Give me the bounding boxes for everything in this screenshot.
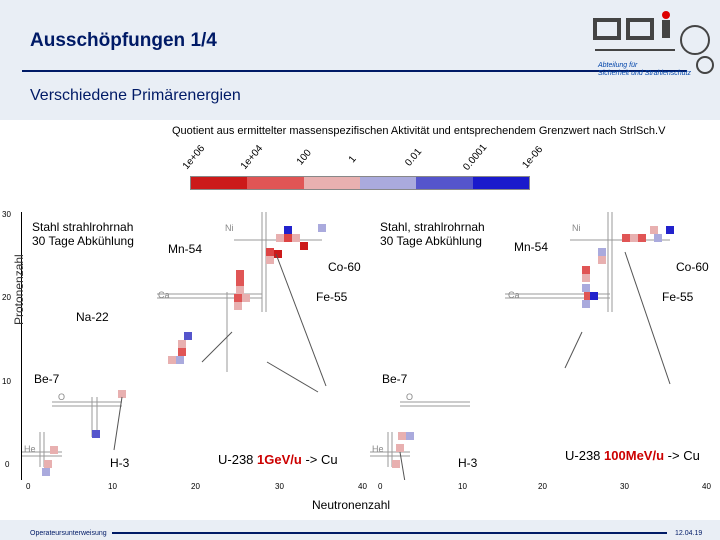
x-tick-label: 30 [620,482,629,491]
isotope-label: Be-7 [382,372,408,386]
left-note-line1: Stahl strahlrohrnah [32,220,134,234]
config-target: -> Cu [305,452,338,467]
isotope-label: Co-60 [328,260,361,274]
x-tick-label: 20 [538,482,547,491]
element-label: Ca [508,290,520,300]
right-nuclide-chart [370,212,674,480]
element-label: He [24,444,36,454]
element-label: Ca [158,290,170,300]
left-nuclide-chart [22,212,327,476]
legend-color-segment [472,177,529,189]
x-tick-label: 40 [702,482,711,491]
y-axis [21,212,22,480]
left-note-line2: 30 Tage Abkühlung [32,234,134,248]
legend-tick: 1 [346,153,359,166]
left-config: U-238 1GeV/u -> Cu [218,452,338,467]
page-title: Ausschöpfungen 1/4 [30,30,217,51]
legend-caption: Quotient aus ermittelter massenspezifisc… [172,125,666,137]
isotope-label: Be-7 [34,372,60,386]
y-tick-label: 10 [2,377,11,386]
x-tick-label: 40 [358,482,367,491]
legend-color-segment [359,177,417,189]
x-tick-label: 10 [458,482,467,491]
isotope-label: Fe-55 [662,290,694,304]
isotope-label: H-3 [110,456,130,470]
legend-color-segment [303,177,360,189]
config-target: -> Cu [667,448,700,463]
legend-tick: 0.0001 [461,142,490,173]
element-label: He [372,444,384,454]
config-energy: 1GeV/u [257,452,302,467]
gsi-logo: Abteilung für Sicherheit und Strahlensch… [590,10,715,80]
x-tick-label: 30 [275,482,284,491]
element-label: O [406,392,414,402]
x-axis-label: Neutronenzahl [312,498,391,512]
legend-tick: 0.01 [403,146,425,169]
right-note-line2: 30 Tage Abkühlung [380,234,485,248]
isotope-label: H-3 [458,456,478,470]
legend-color-segment [416,177,473,189]
y-tick-label: 0 [5,460,10,469]
footer-left: Operateursunterweisung [30,530,107,537]
isotope-label: Mn-54 [514,240,549,254]
x-tick-label: 10 [108,482,117,491]
right-note: Stahl, strahlrohrnah 30 Tage Abkühlung [380,220,485,248]
page-subtitle: Verschiedene Primärenergien [30,87,241,104]
logo-caption-2: Sicherheit und Strahlenschutz [598,70,691,77]
x-tick-label: 0 [378,482,383,491]
legend-tick: 1e-06 [520,144,546,171]
config-projectile: U-238 [218,452,254,467]
config-energy: 100MeV/u [604,448,665,463]
logo-caption-1: Abteilung für [598,62,638,69]
left-note: Stahl strahlrohrnah 30 Tage Abkühlung [32,220,134,248]
element-label: O [58,392,66,402]
isotope-label: Fe-55 [316,290,348,304]
element-label: Ni [225,223,234,233]
legend-colorbar [190,176,530,190]
legend-tick: 1e+04 [238,143,266,172]
y-tick-label: 20 [2,293,11,302]
x-tick-label: 20 [191,482,200,491]
isotope-label: Na-22 [76,310,109,324]
legend-color-segment [247,177,304,189]
figure-panel: Quotient aus ermittelter massenspezifisc… [0,120,720,520]
element-label: Ni [572,223,581,233]
isotope-label: Co-60 [676,260,709,274]
right-note-line1: Stahl, strahlrohrnah [380,220,485,234]
y-tick-label: 30 [2,210,11,219]
right-config: U-238 100MeV/u -> Cu [565,448,700,463]
config-projectile: U-238 [565,448,601,463]
legend-tick: 100 [294,147,314,168]
footer-date: 12.04.19 [675,530,703,537]
legend-color-segment [191,177,248,189]
legend-tick: 1e+06 [180,143,208,172]
header-divider [22,70,687,72]
x-tick-label: 0 [26,482,31,491]
footer-divider [112,532,667,534]
isotope-label: Mn-54 [168,242,203,256]
